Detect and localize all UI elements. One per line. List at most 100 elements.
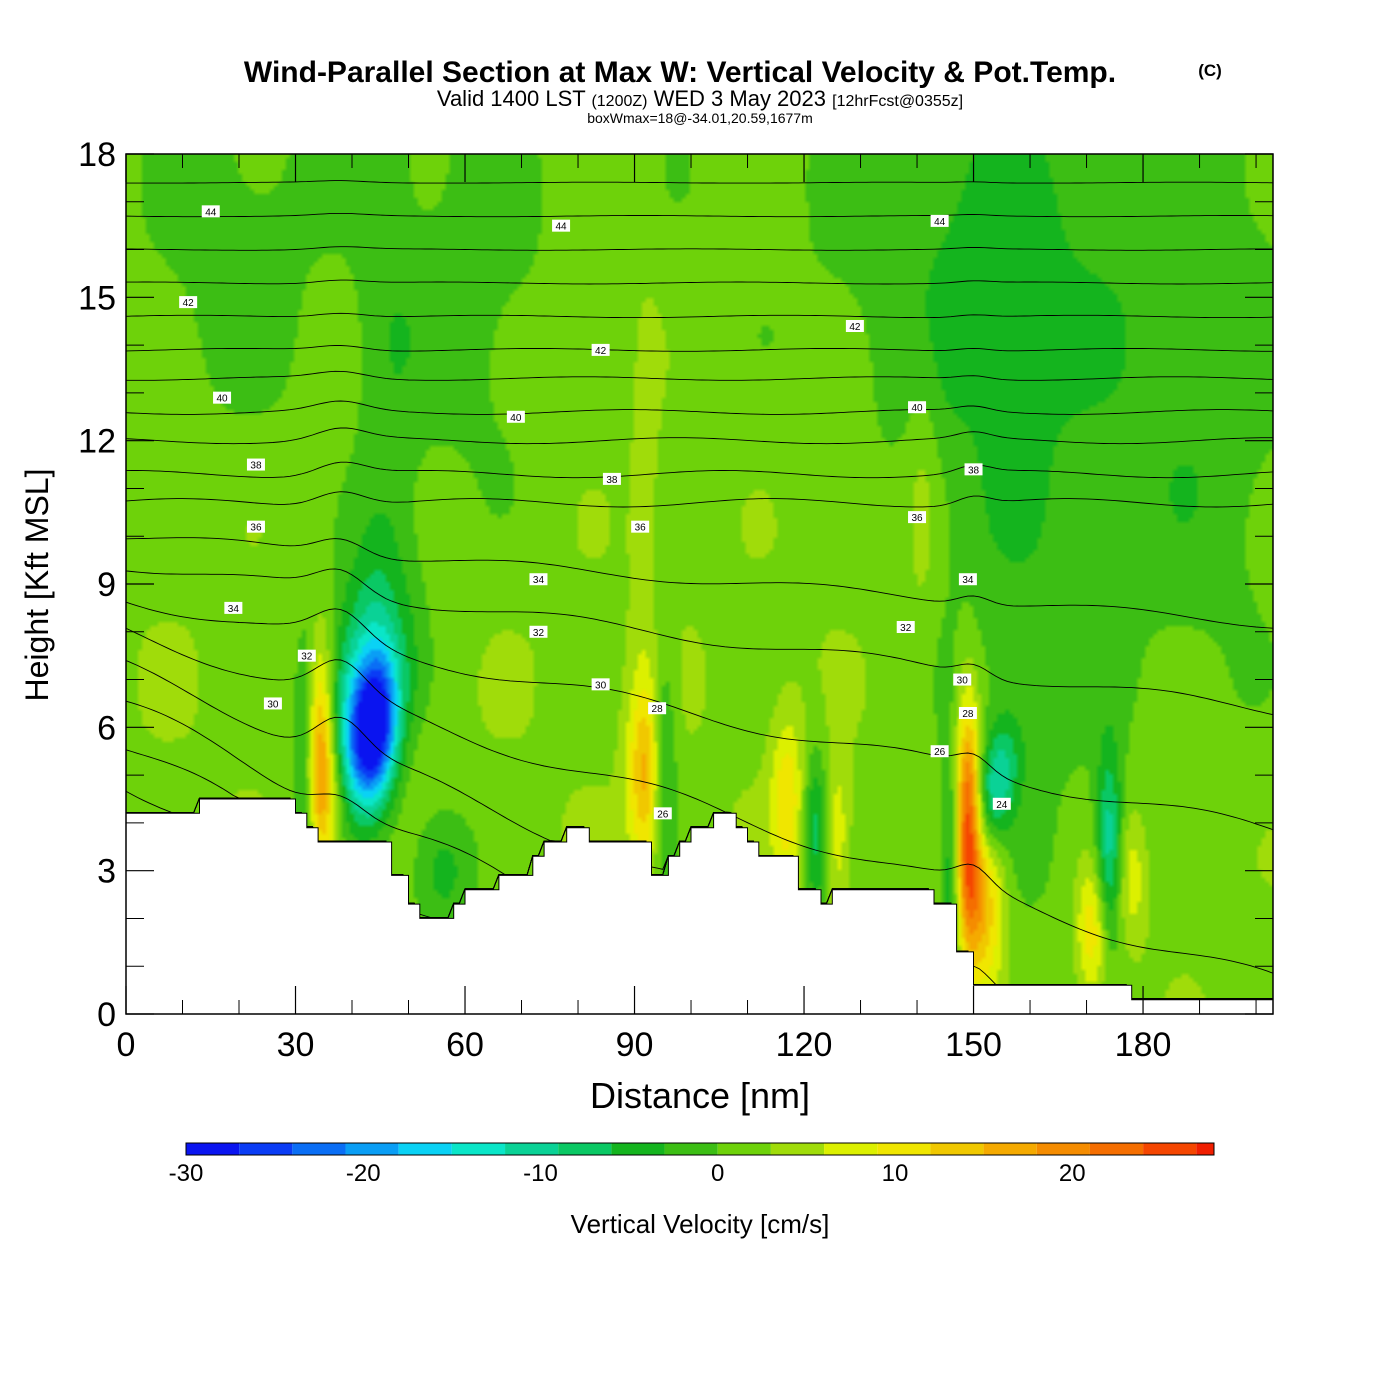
theta-label-text: 32 (301, 652, 313, 663)
x-tick-label: 180 (1115, 1026, 1172, 1064)
theta-label-background (224, 601, 243, 614)
theta-contour-label: 28 (958, 707, 977, 720)
theta-label-text: 40 (216, 394, 228, 405)
colorbar-label: Vertical Velocity [cm/s] (571, 1209, 830, 1239)
theta-label-text: 38 (606, 475, 618, 486)
y-tick-label: 9 (97, 566, 116, 604)
theta-label-background (648, 702, 667, 715)
x-tick-label: 30 (277, 1026, 315, 1064)
theta-label-background (591, 678, 610, 691)
theta-label-background (213, 391, 232, 404)
theta-contour-label: 34 (224, 601, 243, 615)
theta-label-background (930, 214, 949, 227)
colorbar-swatch (505, 1143, 559, 1155)
theta-contour-label: 28 (648, 702, 667, 715)
colorbar-swatch (611, 1143, 665, 1155)
theta-contour-label: 32 (529, 625, 548, 639)
theta-label-background (930, 745, 949, 758)
theta-label-background (958, 707, 977, 719)
theta-contour (126, 461, 1273, 479)
theta-contour-label: 44 (201, 205, 220, 218)
colorbar-swatch (770, 1143, 825, 1155)
theta-label-background (179, 296, 198, 309)
chart-title: Wind-Parallel Section at Max W: Vertical… (244, 56, 1116, 89)
theta-contour (126, 212, 1273, 218)
theta-label-text: 40 (911, 403, 923, 414)
theta-contour-label: 36 (908, 511, 927, 524)
theta-label-text: 34 (228, 604, 240, 615)
theta-contour-label: 38 (246, 458, 265, 472)
theta-label-text: 42 (849, 322, 861, 333)
valid-utc: (1200Z) (591, 93, 647, 110)
colorbar-tick-label: -30 (169, 1160, 204, 1187)
theta-label-text: 44 (934, 217, 946, 228)
theta-contour-label: 38 (964, 463, 983, 476)
colorbar-swatch (451, 1143, 506, 1155)
copyright-mark: (C) (1198, 61, 1222, 80)
colorbar-swatch (664, 1143, 718, 1155)
theta-label-text: 26 (657, 809, 669, 820)
theta-label-background (964, 463, 983, 476)
theta-contour (126, 246, 1273, 251)
theta-label-background (552, 219, 571, 232)
terrain-outline (126, 798, 1273, 1001)
theta-label-text: 24 (996, 800, 1008, 811)
colorbar-swatch (1089, 1143, 1144, 1155)
colorbar-swatch (1196, 1143, 1214, 1155)
valid-date: WED 3 May 2023 (654, 86, 826, 111)
theta-contour-label: 38 (602, 472, 621, 486)
theta-contour-label: 44 (552, 219, 571, 233)
theta-contour-label: 34 (529, 573, 548, 586)
theta-contour-label: 40 (213, 391, 232, 405)
theta-contour (126, 601, 1273, 831)
theta-contour-label: 30 (591, 678, 610, 691)
theta-contour-label: 36 (246, 520, 265, 534)
y-tick-label: 12 (78, 423, 116, 461)
y-tick-label: 18 (78, 136, 116, 174)
theta-contour-label: 44 (930, 214, 949, 228)
theta-label-text: 32 (533, 628, 545, 639)
theta-contour-label: 26 (653, 807, 672, 820)
colorbar-tick-label: -20 (346, 1160, 381, 1187)
theta-label-text: 34 (962, 575, 974, 586)
theta-label-text: 42 (595, 346, 607, 357)
theta-contour (126, 312, 1273, 319)
theta-contour (126, 491, 1273, 508)
theta-label-background (908, 511, 927, 524)
theta-contour-label: 40 (506, 410, 525, 424)
theta-label-background (263, 697, 282, 710)
theta-contour (126, 180, 1273, 184)
colorbar-tick-label: 20 (1059, 1160, 1086, 1187)
theta-label-text: 32 (900, 623, 912, 634)
theta-label-background (908, 401, 927, 414)
colorbar-swatch (398, 1143, 452, 1155)
y-tick-label: 3 (97, 853, 116, 891)
theta-label-text: 36 (250, 523, 262, 534)
theta-label-background (896, 621, 915, 633)
theta-contour (126, 279, 1273, 285)
theta-label-background (506, 410, 525, 423)
y-tick-label: 0 (97, 996, 116, 1034)
theta-contour-label: 42 (179, 296, 198, 309)
theta-label-text: 42 (183, 298, 195, 309)
theta-contour-label: 32 (896, 621, 915, 634)
theta-contour-label: 30 (263, 697, 282, 710)
theta-label-text: 44 (205, 207, 217, 218)
plot-area: 44 44 44 42 42 42 40 40 40 38 38 38 36 36 36 34 34 34 32 32… (126, 154, 1273, 1014)
valid-forecast: [12hrFcst@0355z] (832, 93, 963, 110)
colorbar-swatch (292, 1143, 346, 1155)
theta-label-text: 40 (510, 413, 522, 424)
theta-label-background (591, 343, 610, 356)
theta-label-background (953, 673, 972, 686)
x-tick-label: 0 (117, 1026, 136, 1064)
theta-label-background (529, 625, 548, 638)
theta-label-background (653, 807, 672, 820)
theta-label-text: 28 (962, 709, 974, 720)
colorbar-swatch (983, 1143, 1037, 1155)
theta-contour-label: 42 (591, 343, 610, 357)
x-tick-label: 60 (446, 1026, 484, 1064)
theta-label-background (246, 458, 265, 471)
colorbar-frame (185, 1142, 1215, 1156)
